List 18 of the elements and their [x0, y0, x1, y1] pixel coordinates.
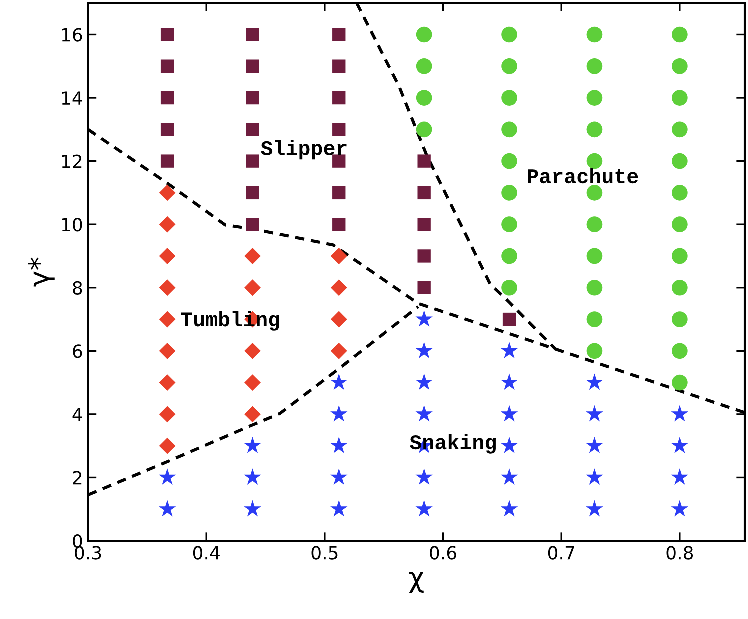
y-tick-label: 14	[62, 92, 82, 105]
x-tick-label: 0.4	[193, 546, 220, 560]
y-tick-label: 16	[62, 28, 82, 42]
x-tick-label: 0.5	[312, 546, 338, 560]
x-tick-label: 0.8	[666, 546, 694, 560]
y-tick-label: 4	[72, 408, 82, 422]
x-axis-title: χ	[409, 572, 424, 594]
x-tick-label: 0.7	[548, 546, 574, 560]
y-tick-label: 10	[62, 218, 82, 232]
y-tick-label: 8	[73, 281, 82, 295]
y-tick-label: 6	[73, 344, 82, 358]
x-tick-label: 0.3	[75, 546, 102, 560]
annotation: Parachute	[528, 168, 638, 184]
y-axis-title: γ*	[28, 258, 55, 287]
annotation: Slipper	[261, 140, 347, 160]
y-tick-label: 12	[62, 154, 82, 168]
x-tick-label: 0.6	[430, 546, 456, 560]
y-tick-label: 2	[73, 471, 82, 485]
